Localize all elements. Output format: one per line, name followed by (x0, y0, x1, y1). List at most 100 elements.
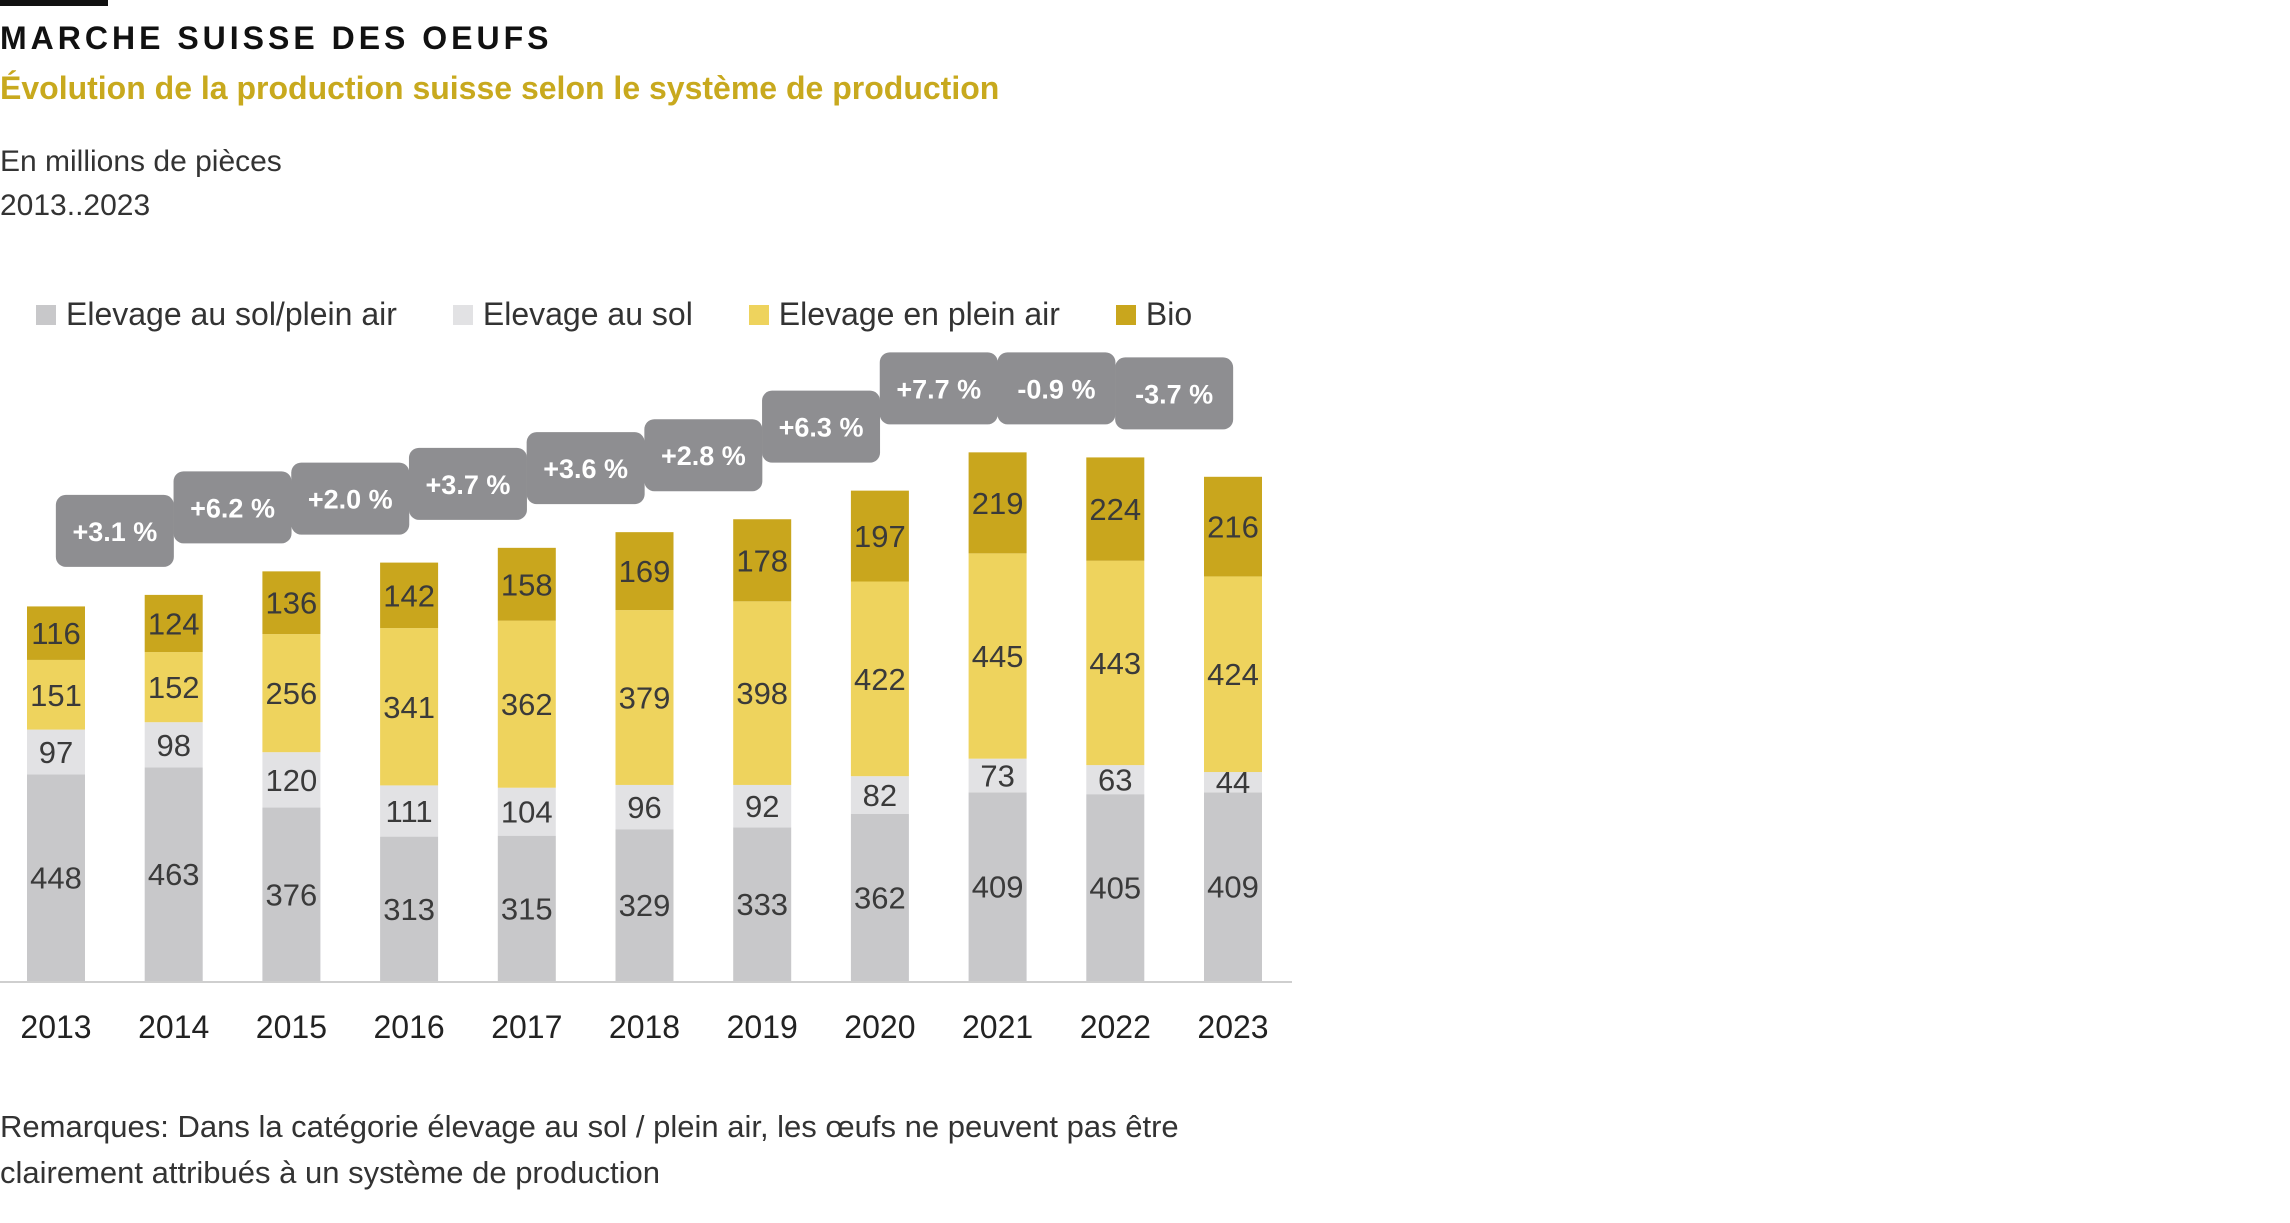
data-label: 151 (30, 678, 82, 713)
growth-label: +7.7 % (896, 374, 981, 404)
growth-badge (55, 494, 174, 567)
growth-badge (526, 432, 645, 505)
bar-segment (144, 767, 203, 981)
growth-label: +3.1 % (72, 517, 157, 547)
data-label: 313 (383, 892, 435, 927)
growth-badge (997, 352, 1116, 425)
unit-label: En millions de pièces (0, 145, 282, 178)
data-label: 398 (736, 676, 788, 711)
legend-label: Elevage en plein air (778, 296, 1060, 332)
data-label: 329 (619, 888, 671, 923)
legend: Elevage au sol/plein air Elevage au sol … (36, 296, 1248, 333)
bar-segment (615, 532, 674, 611)
bar-segment (850, 776, 909, 815)
x-tick-label: 2017 (491, 1009, 562, 1045)
data-label: 409 (972, 870, 1024, 905)
data-label: 422 (854, 662, 906, 697)
legend-label: Elevage au sol (482, 296, 693, 332)
growth-badge (644, 419, 763, 492)
bar-segment (615, 610, 674, 785)
growth-badge (1115, 357, 1234, 430)
data-label: 104 (501, 795, 553, 830)
x-tick-label: 2014 (138, 1009, 209, 1045)
x-tick-label: 2018 (609, 1009, 680, 1045)
x-tick-label: 2023 (1197, 1009, 1268, 1045)
data-label: 443 (1089, 646, 1141, 681)
data-label: 409 (1207, 870, 1259, 905)
bar-segment (968, 452, 1027, 554)
data-label: 362 (501, 687, 553, 722)
legend-item-sol: Elevage au sol (452, 296, 693, 333)
growth-badge (408, 447, 527, 520)
data-label: 362 (854, 881, 906, 916)
growth-label: +3.6 % (543, 454, 628, 484)
data-label: 219 (972, 486, 1024, 521)
bar-segment (144, 594, 203, 653)
data-label: 111 (386, 794, 433, 829)
bar-segment (615, 829, 674, 981)
legend-swatch (1115, 304, 1136, 325)
data-label: 224 (1089, 492, 1141, 527)
x-tick-label: 2019 (727, 1009, 798, 1045)
bar-segment (380, 785, 439, 837)
bar-segment (497, 620, 556, 788)
bar-segment (615, 784, 674, 830)
data-label: 158 (501, 567, 553, 602)
growth-label: +2.8 % (661, 441, 746, 471)
bar-segment (733, 784, 792, 828)
growth-badge (762, 390, 881, 463)
bar-segment (850, 490, 909, 582)
bar-segment (733, 827, 792, 981)
bar-segment (262, 752, 321, 808)
data-label: 315 (501, 891, 553, 926)
bar-segment (1204, 576, 1262, 773)
growth-badge (173, 471, 292, 544)
bar-segment (262, 634, 321, 753)
data-label: 98 (156, 728, 190, 763)
data-label: 333 (736, 887, 788, 922)
data-label: 92 (745, 789, 779, 824)
data-label: 379 (619, 681, 671, 716)
footnote-line: Remarques: Dans la catégorie élevage au … (0, 1109, 1179, 1144)
x-tick-label: 2016 (374, 1009, 445, 1045)
bar-segment (968, 553, 1027, 759)
data-label: 197 (854, 519, 906, 554)
bar-segment (1086, 765, 1145, 795)
bar-segment (144, 722, 203, 768)
legend-swatch (748, 304, 769, 325)
top-accent-bar (0, 0, 108, 6)
growth-label: +6.3 % (779, 413, 864, 443)
bar-segment (1086, 457, 1145, 561)
data-label: 405 (1089, 871, 1141, 906)
bar-segment (850, 814, 909, 981)
bar-segment (850, 581, 909, 777)
data-label: 96 (627, 790, 661, 825)
chart-title: MARCHE SUISSE DES OEUFS (0, 20, 553, 56)
data-label: 116 (31, 616, 80, 651)
chart-subtitle: Évolution de la production suisse selon … (0, 70, 1000, 106)
unit-block: En millions de pièces 2013..2023 (0, 140, 282, 228)
bar-segment (262, 807, 321, 981)
bar-segment (1204, 476, 1262, 577)
legend-item-bio: Bio (1115, 296, 1192, 333)
data-label: 341 (383, 690, 435, 725)
legend-item-plein-air: Elevage en plein air (748, 296, 1060, 333)
legend-label: Elevage au sol/plein air (66, 296, 397, 332)
data-label: 216 (1207, 510, 1259, 545)
legend-swatch (452, 304, 473, 325)
footnote-line: clairement attribués à un système de pro… (0, 1155, 660, 1190)
growth-label: +3.7 % (426, 470, 511, 500)
bar-segment (497, 547, 556, 621)
data-label: 256 (266, 676, 318, 711)
growth-label: +6.2 % (190, 493, 275, 523)
bar-segment (144, 652, 203, 723)
data-label: 445 (972, 639, 1024, 674)
bar-segment (27, 659, 85, 730)
x-tick-label: 2022 (1080, 1009, 1151, 1045)
bar-segment (497, 835, 556, 981)
bar-segment (380, 628, 439, 786)
data-label: 120 (266, 763, 318, 798)
data-label: 376 (266, 877, 318, 912)
bar-segment (380, 562, 439, 629)
